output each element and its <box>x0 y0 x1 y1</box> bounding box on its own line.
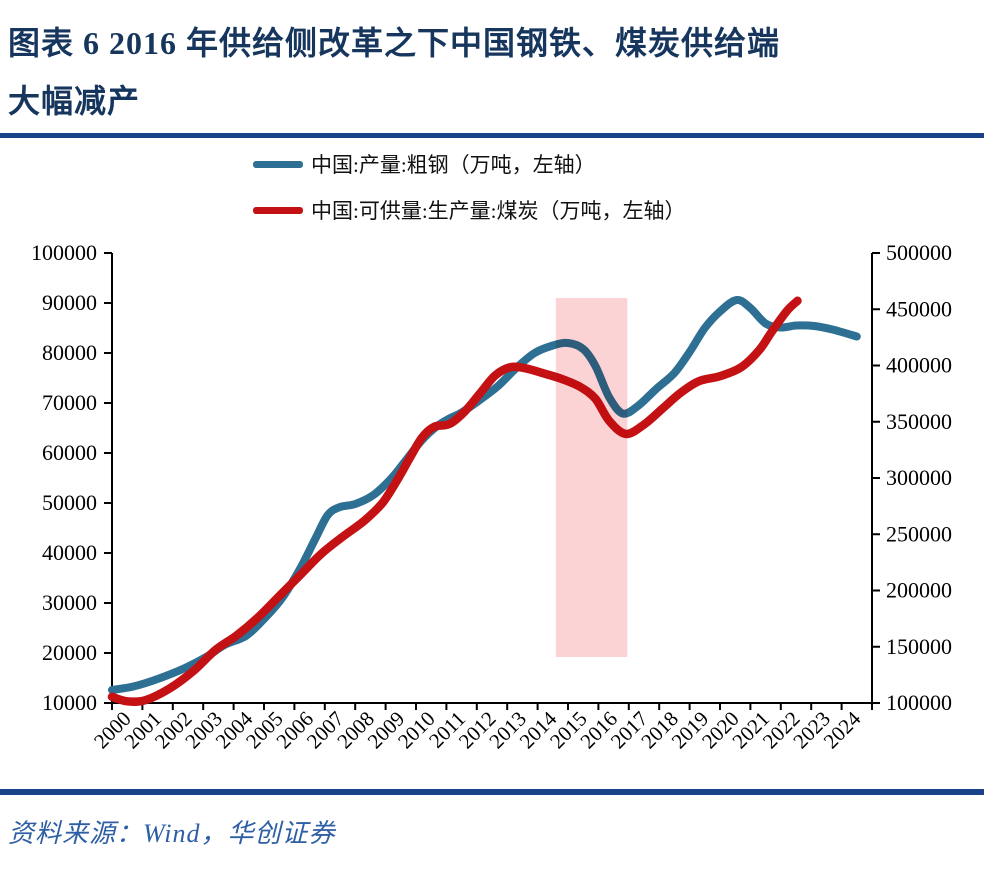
left-axis-tick-label: 50000 <box>42 490 97 515</box>
right-axis-tick-label: 200000 <box>886 578 952 603</box>
right-axis-tick-label: 250000 <box>886 521 952 546</box>
right-axis-tick-label: 500000 <box>886 240 952 265</box>
legend-label-coal: 中国:可供量:生产量:煤炭（万吨，左轴） <box>311 199 686 223</box>
coal-supply-line <box>107 296 802 707</box>
left-axis-tick-label: 70000 <box>42 390 97 415</box>
figure-title-line2: 大幅减产 <box>8 83 141 119</box>
left-axis-tick-label: 80000 <box>42 340 97 365</box>
right-axis-tick-label: 100000 <box>886 690 952 715</box>
legend-item-steel: 中国:产量:粗钢（万吨，左轴） <box>253 141 686 187</box>
right-axis-tick-label: 150000 <box>886 634 952 659</box>
left-axis-tick-label: 40000 <box>42 540 97 565</box>
left-axis-tick-label: 90000 <box>42 290 97 315</box>
figure-title: 图表 6 2016 年供给侧改革之下中国钢铁、煤炭供给端 大幅减产 <box>8 14 976 130</box>
right-axis-tick-label: 350000 <box>886 409 952 434</box>
left-axis-tick-label: 20000 <box>42 640 97 665</box>
coal-line-swatch <box>253 206 303 214</box>
source-note: 资料来源：Wind，华创证券 <box>8 819 336 848</box>
chart-legend: 中国:产量:粗钢（万吨，左轴） 中国:可供量:生产量:煤炭（万吨，左轴） <box>253 141 686 233</box>
supply-reform-highlight-band <box>555 298 628 657</box>
left-axis-tick-label: 60000 <box>42 440 97 465</box>
title-separator-rule <box>0 133 984 138</box>
footer-separator-rule <box>0 789 984 795</box>
right-axis-tick-label: 400000 <box>886 353 952 378</box>
left-axis-tick-label: 10000 <box>42 690 97 715</box>
legend-label-steel: 中国:产量:粗钢（万吨，左轴） <box>311 153 596 177</box>
left-axis-tick-label: 30000 <box>42 590 97 615</box>
left-axis-tick-label: 100000 <box>31 240 97 265</box>
right-axis-tick-label: 300000 <box>886 465 952 490</box>
x-axis-year-label: 2024 <box>819 706 866 753</box>
legend-item-coal: 中国:可供量:生产量:煤炭（万吨，左轴） <box>253 187 686 233</box>
right-axis-tick-label: 450000 <box>886 296 952 321</box>
steel-line-swatch <box>253 160 303 168</box>
figure-title-line1: 图表 6 2016 年供给侧改革之下中国钢铁、煤炭供给端 <box>8 25 781 61</box>
steel-production-line <box>108 295 861 694</box>
